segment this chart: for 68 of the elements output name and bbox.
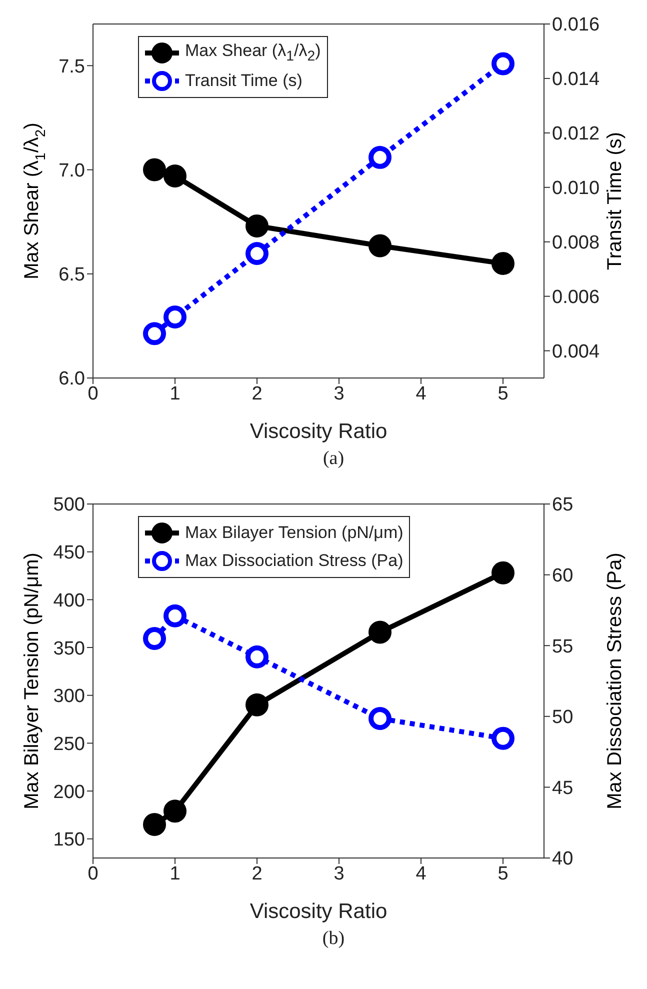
y2-tick-label: 0.016 — [552, 14, 600, 36]
point — [368, 707, 392, 730]
x-tick-label: 1 — [170, 863, 180, 884]
point — [368, 620, 392, 644]
point — [143, 322, 166, 346]
x-tick-label: 3 — [334, 383, 344, 404]
y2-tick-label: 55 — [552, 636, 574, 658]
point — [246, 214, 268, 238]
y2-tick-label: 0.010 — [552, 178, 600, 200]
y-tick-label: 7.5 — [58, 56, 85, 78]
y-tick-label: 150 — [53, 830, 85, 851]
point — [492, 726, 514, 750]
y2-tick-label: 0.006 — [552, 287, 600, 308]
x-tick-label: 5 — [498, 863, 508, 884]
x-axis-title: Viscosity Ratio — [250, 420, 388, 443]
y-tick-label: 200 — [53, 782, 85, 803]
legend-label: Max Shear (λ$_{1}$/λ$_{2}$) — [185, 41, 321, 65]
x-axis-title: Viscosity Ratio — [250, 900, 388, 923]
y2-tick-label: 50 — [552, 707, 574, 728]
y-tick-label: 250 — [53, 734, 85, 755]
y2-axis-title: Transit Time (s) — [604, 132, 626, 270]
y-tick-label: 450 — [53, 542, 85, 564]
legend-label: Max Dissociation Stress (Pa) — [185, 551, 404, 571]
point — [368, 234, 392, 258]
point — [492, 52, 514, 76]
point — [492, 252, 514, 275]
x-tick-label: 4 — [416, 383, 427, 404]
x-tick-label: 0 — [88, 863, 98, 884]
y2-tick-label: 0.004 — [552, 342, 600, 363]
y-tick-label: 300 — [53, 686, 85, 708]
y-tick-label: 350 — [53, 638, 85, 660]
x-tick-label: 2 — [252, 863, 262, 884]
x-tick-label: 5 — [498, 383, 508, 404]
x-tick-label: 2 — [252, 383, 262, 404]
point — [164, 306, 186, 329]
x-tick-label: 3 — [334, 863, 344, 884]
x-tick-label: 1 — [170, 383, 180, 404]
y2-tick-label: 45 — [552, 778, 574, 799]
y-tick-label: 7.0 — [58, 160, 85, 182]
y-axis-title: Max Bilayer Tension (pN/μm) — [21, 552, 43, 810]
y2-axis-title: Max Dissociation Stress (Pa) — [604, 552, 626, 810]
y2-tick-label: 65 — [552, 494, 574, 516]
point — [143, 158, 166, 182]
legend-label: Max Bilayer Tension (pN/μm) — [185, 523, 404, 543]
point — [492, 561, 514, 584]
point — [164, 604, 186, 628]
point — [143, 813, 166, 836]
point — [368, 146, 392, 169]
point — [164, 164, 186, 188]
x-tick-label: 0 — [88, 383, 98, 404]
legend-label: Transit Time (s) — [185, 71, 302, 91]
y2-tick-label: 0.012 — [552, 124, 600, 145]
x-tick-label: 4 — [416, 863, 427, 884]
point — [143, 627, 166, 650]
y-tick-label: 6.0 — [58, 368, 85, 390]
point — [246, 645, 268, 668]
y2-tick-label: 0.014 — [552, 69, 600, 90]
y-tick-label: 400 — [53, 590, 85, 612]
y-tick-label: 500 — [53, 494, 85, 516]
text: (b) — [321, 928, 346, 951]
y2-tick-label: 60 — [552, 566, 574, 587]
y2-tick-label: 0.008 — [552, 232, 600, 254]
point — [246, 242, 268, 266]
point — [164, 800, 186, 823]
text: (a) — [322, 448, 346, 471]
point — [246, 693, 268, 716]
y2-tick-label: 40 — [552, 848, 574, 870]
y-tick-label: 6.5 — [58, 264, 85, 286]
